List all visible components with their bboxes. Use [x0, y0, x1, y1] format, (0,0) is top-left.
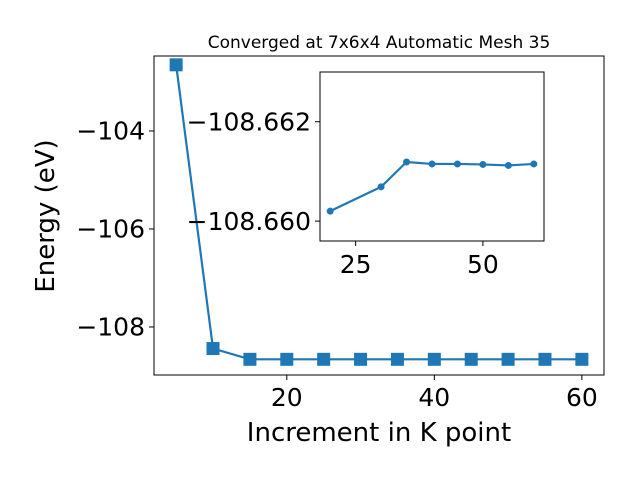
- inset-data-point: [530, 160, 538, 168]
- inset-y-tick-label: −108.660: [187, 207, 311, 236]
- main-plot-frame: [153, 55, 605, 376]
- main-data-point: [390, 352, 404, 366]
- main-y-ticks: −104 −106 −108: [76, 117, 154, 342]
- main-plot: 20 40 60 −104 −106 −108 Converged at 7x6x4 A…: [31, 33, 605, 448]
- main-data-point: [427, 352, 441, 366]
- inset-data-point: [326, 207, 334, 215]
- inset-x-tick-label: 25: [340, 250, 372, 279]
- inset-x-tick-label: 50: [467, 250, 499, 279]
- main-x-tick-label: 20: [271, 383, 303, 412]
- inset-y-tick-label: −108.662: [187, 107, 311, 136]
- main-x-tick-label: 60: [566, 383, 598, 412]
- main-data-point: [169, 58, 183, 72]
- main-x-ticks: 20 40 60: [271, 375, 598, 412]
- inset-data-point: [403, 158, 411, 166]
- main-y-tick-label: −108: [76, 313, 145, 342]
- inset-x-ticks: 25 50: [340, 241, 499, 279]
- inset-plot-frame: [319, 71, 545, 242]
- main-data-point: [206, 342, 220, 356]
- main-y-tick-label: −106: [76, 215, 145, 244]
- inset-series: [326, 158, 538, 215]
- inset-series-line: [329, 160, 534, 213]
- inset-data-point: [428, 160, 436, 168]
- main-data-point: [317, 352, 331, 366]
- main-data-point: [464, 352, 478, 366]
- x-axis-label: Increment in K point: [247, 418, 511, 448]
- main-data-point: [243, 352, 257, 366]
- main-series: [169, 58, 589, 366]
- main-data-point: [538, 352, 552, 366]
- main-data-point: [501, 352, 515, 366]
- inset-y-ticks: −108.662 −108.660: [187, 107, 320, 236]
- main-data-point: [280, 352, 294, 366]
- main-x-tick-label: 40: [418, 383, 450, 412]
- inset-plot: 25 50 −108.662 −108.660: [187, 71, 545, 279]
- main-data-point: [575, 352, 589, 366]
- inset-data-point: [377, 183, 385, 191]
- y-axis-label: Energy (eV): [31, 139, 61, 292]
- inset-data-point: [479, 160, 487, 168]
- inset-data-point: [453, 160, 461, 168]
- main-data-point: [354, 352, 368, 366]
- main-y-tick-label: −104: [76, 117, 145, 146]
- chart-title: Converged at 7x6x4 Automatic Mesh 35: [208, 33, 551, 53]
- inset-data-point: [504, 161, 512, 169]
